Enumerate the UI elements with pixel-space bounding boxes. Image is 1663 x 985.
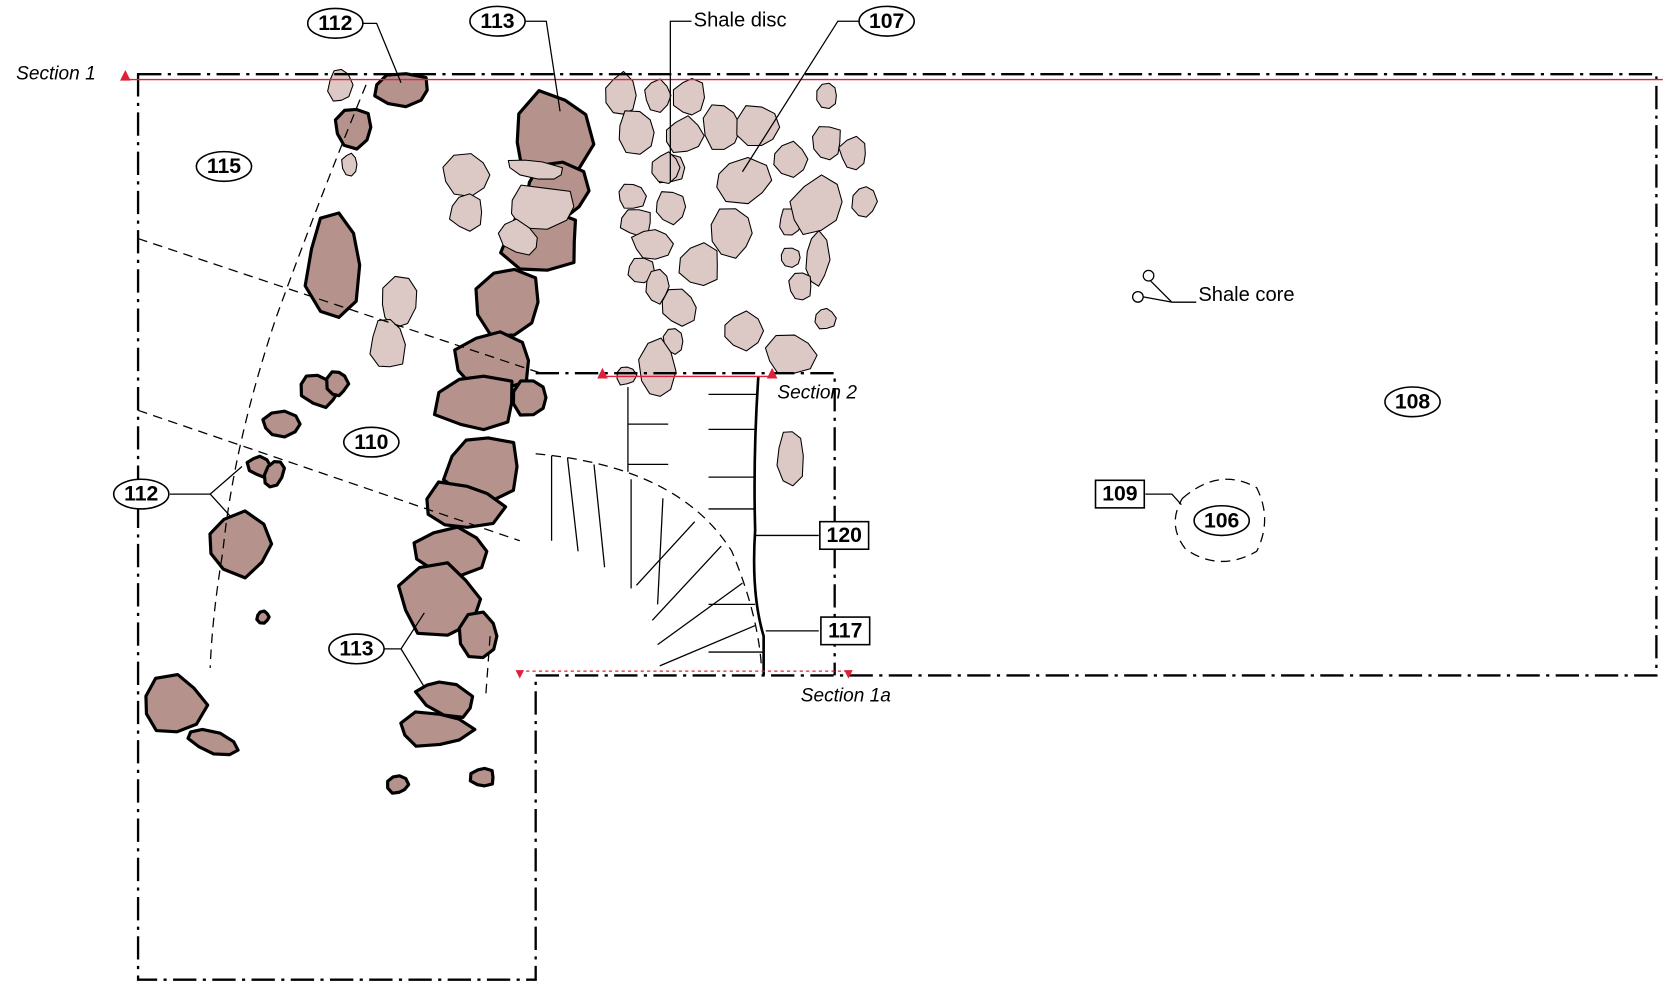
stone-light (736, 105, 781, 147)
stone-light (702, 104, 742, 150)
context-label: 112 (318, 12, 352, 35)
context-label: 106 (1204, 509, 1240, 532)
stone-light (510, 184, 575, 230)
stone-light (507, 159, 564, 180)
pit-edge (535, 453, 763, 669)
stone-dark (208, 509, 274, 580)
stone-light (789, 174, 843, 236)
stone-light (605, 70, 637, 115)
stone-dark (432, 374, 514, 432)
stone-dark (333, 107, 373, 151)
stone-light (618, 183, 647, 209)
stone-light (678, 242, 718, 287)
stone-light (661, 288, 697, 327)
stone-light (811, 126, 841, 161)
hachures (550, 376, 765, 676)
trench-outline (136, 73, 1658, 981)
context-label: 107 (869, 10, 904, 33)
inner-outline (535, 372, 836, 676)
stone-light (327, 68, 354, 102)
context-label: 117 (828, 620, 862, 643)
stone-dark (255, 609, 271, 625)
stone-light (788, 272, 812, 301)
stone-light (710, 208, 753, 259)
context-label: 109 (1102, 483, 1137, 506)
stone-light (651, 151, 681, 185)
context-ellipse (195, 150, 253, 183)
stone-light (442, 153, 491, 198)
stone-light (672, 77, 706, 116)
context-box (819, 520, 870, 551)
section-label: Section 1a (801, 686, 891, 707)
stone-light (448, 193, 483, 232)
stone-light (814, 307, 837, 330)
context-ellipse (1384, 386, 1441, 418)
stone-light (851, 186, 878, 218)
leaders (169, 20, 1197, 688)
stone-light (497, 218, 538, 256)
context-label: 108 (1395, 391, 1431, 414)
stone-dark (262, 460, 286, 489)
stone-dark (386, 774, 411, 795)
context-ellipse (112, 478, 170, 510)
stone-dark (186, 727, 240, 757)
stone-dark (399, 710, 477, 748)
context-ellipse (328, 633, 385, 665)
section-label: Section 1 (16, 63, 96, 84)
stone-light (631, 229, 674, 260)
cut-lines (137, 84, 542, 695)
context-ellipse (858, 5, 915, 37)
stone-light (655, 191, 687, 226)
context-box (1094, 479, 1146, 509)
pit-106 (1174, 478, 1266, 563)
context-label: 113 (339, 638, 373, 661)
stone-dark (325, 370, 351, 398)
stone-dark (373, 72, 429, 109)
stone-dark (303, 211, 362, 319)
stone-dark (457, 610, 499, 660)
stone-light (724, 310, 765, 352)
stone-light (838, 135, 866, 171)
context-label: 112 (124, 483, 158, 506)
section-label: Section 2 (777, 382, 857, 403)
stone-dark (261, 409, 302, 439)
context-label: 113 (480, 10, 514, 33)
context-box (820, 616, 871, 646)
context-ellipse (469, 5, 526, 37)
stone-dark (144, 672, 210, 734)
stone-light (805, 230, 831, 287)
stone-dark (468, 766, 495, 788)
stone-light (618, 110, 655, 155)
annotation: Shale core (1198, 284, 1294, 306)
stone-light (644, 78, 672, 113)
stone-dark (474, 267, 540, 338)
context-label: 110 (354, 431, 388, 454)
stone-light (341, 152, 358, 177)
section-lines (120, 69, 1663, 679)
stone-dark (511, 379, 548, 417)
stone-light (816, 82, 837, 109)
stone-light (764, 334, 818, 374)
stone-light (716, 156, 773, 205)
stones (144, 68, 878, 795)
context-label: 115 (207, 155, 241, 178)
stone-light (780, 247, 801, 268)
context-label: 120 (827, 524, 862, 547)
context-ellipse (1193, 504, 1251, 537)
context-ellipse (306, 7, 364, 39)
stone-light (638, 337, 677, 397)
stone-light (776, 431, 804, 487)
stone-light (665, 115, 705, 153)
context-ellipse (342, 426, 400, 458)
annotation: Shale disc (694, 10, 787, 32)
stone-light (773, 140, 809, 178)
